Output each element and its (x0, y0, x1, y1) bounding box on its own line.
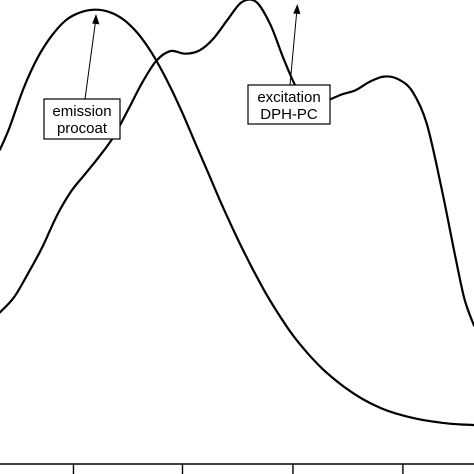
emission-annotation: emission procoat (43, 14, 121, 140)
excitation-leader (289, 8, 298, 86)
excitation-label-line2: DPH-PC (260, 106, 318, 123)
curves (0, 0, 474, 427)
annotations: emission procoat excitation DPH-PC (43, 4, 331, 140)
emission-curve (0, 8, 474, 427)
emission-label-line2: procoat (57, 120, 108, 137)
excitation-annotation: excitation DPH-PC (247, 4, 331, 125)
emission-arrowhead (92, 14, 100, 25)
emission-label-box (43, 98, 121, 140)
excitation-curve (0, 0, 474, 327)
excitation-label-line1: excitation (257, 89, 320, 106)
x-axis (0, 463, 474, 474)
excitation-label-box (247, 84, 331, 125)
emission-label-line1: emission (52, 103, 111, 120)
excitation-arrowhead (293, 4, 301, 15)
emission-leader (84, 17, 97, 100)
